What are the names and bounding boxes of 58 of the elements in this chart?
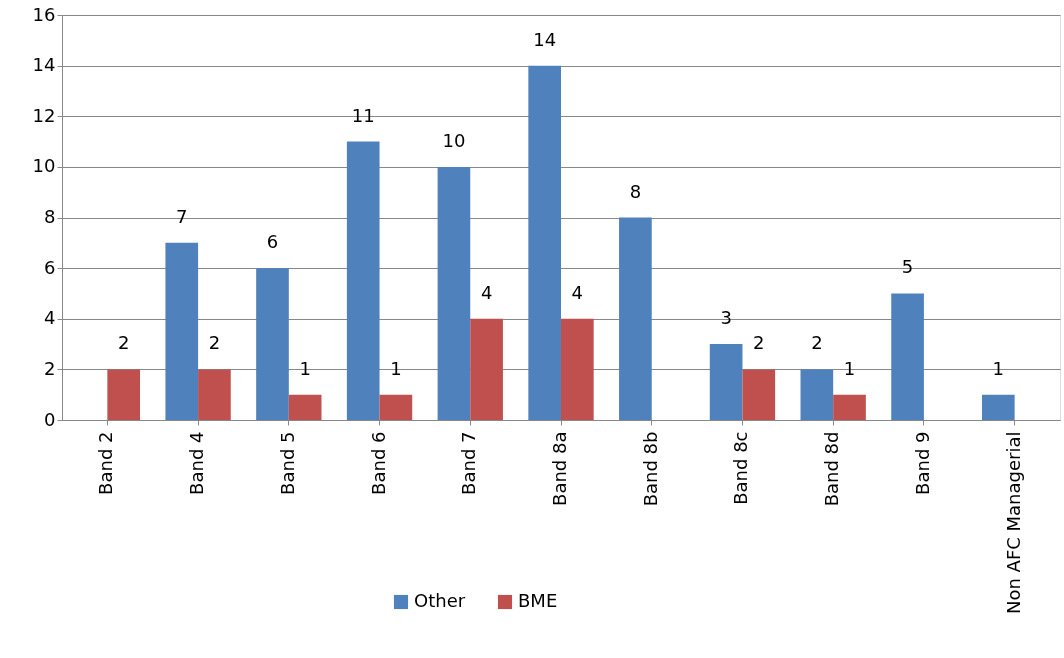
x-tick-label: Band 8c	[730, 431, 752, 505]
data-label: 4	[480, 281, 493, 303]
data-label: 2	[811, 332, 823, 354]
x-tick-label: Band 9	[911, 431, 933, 495]
x-tick-label: Band 8b	[639, 431, 661, 507]
y-tick-label: 8	[44, 206, 56, 227]
bar	[346, 141, 380, 420]
data-label: 2	[208, 332, 221, 354]
x-tick-label: Band 2	[95, 431, 117, 495]
y-tick-label: 2	[44, 357, 56, 379]
bar	[107, 369, 141, 420]
data-label: 4	[571, 281, 584, 303]
y-tick-label: 6	[44, 256, 56, 278]
data-label: 2	[753, 332, 765, 354]
data-label: 10	[442, 129, 466, 151]
bar	[619, 217, 652, 420]
legend-label: BME	[518, 590, 558, 611]
data-label: 2	[117, 332, 130, 354]
data-label: 1	[299, 357, 311, 379]
legend-label: Other	[414, 590, 466, 611]
bar	[742, 369, 776, 420]
bar	[165, 242, 199, 420]
data-label: 1	[390, 357, 402, 379]
y-tick-label: 14	[32, 54, 56, 76]
bar	[437, 166, 471, 420]
bar	[288, 394, 322, 420]
data-label: 14	[533, 28, 557, 50]
y-tick-label: 10	[32, 155, 56, 177]
data-label: 11	[351, 104, 375, 126]
bar	[198, 369, 231, 420]
data-label: 8	[629, 180, 642, 202]
x-tick-label: Band 6	[367, 431, 389, 495]
x-tick-label: Band 8a	[549, 431, 570, 506]
data-label: 1	[843, 357, 856, 379]
y-tick-label: 4	[44, 307, 56, 329]
x-tick-label: Band 8d	[821, 431, 843, 507]
x-tick-label: Band 5	[276, 431, 298, 495]
bar	[981, 394, 1015, 420]
bar	[891, 293, 924, 420]
bar	[470, 318, 503, 420]
bar	[800, 369, 834, 420]
x-tick-label: Band 4	[186, 431, 208, 495]
bar	[561, 318, 594, 420]
data-label: 3	[720, 307, 732, 329]
y-tick-label: 12	[32, 104, 56, 126]
x-tick-label: Non AFC Managerial	[1002, 431, 1024, 614]
y-tick-label: 16	[32, 3, 56, 25]
bar	[528, 65, 561, 420]
bar	[379, 394, 413, 420]
y-tick-label: 0	[44, 408, 56, 430]
data-label: 5	[901, 256, 914, 278]
data-label: 1	[992, 357, 1005, 379]
data-label: 7	[176, 205, 188, 227]
bar	[709, 344, 743, 420]
bar	[256, 268, 289, 420]
data-label: 6	[266, 231, 279, 253]
bar	[833, 394, 866, 420]
x-tick-label: Band 7	[458, 431, 480, 495]
